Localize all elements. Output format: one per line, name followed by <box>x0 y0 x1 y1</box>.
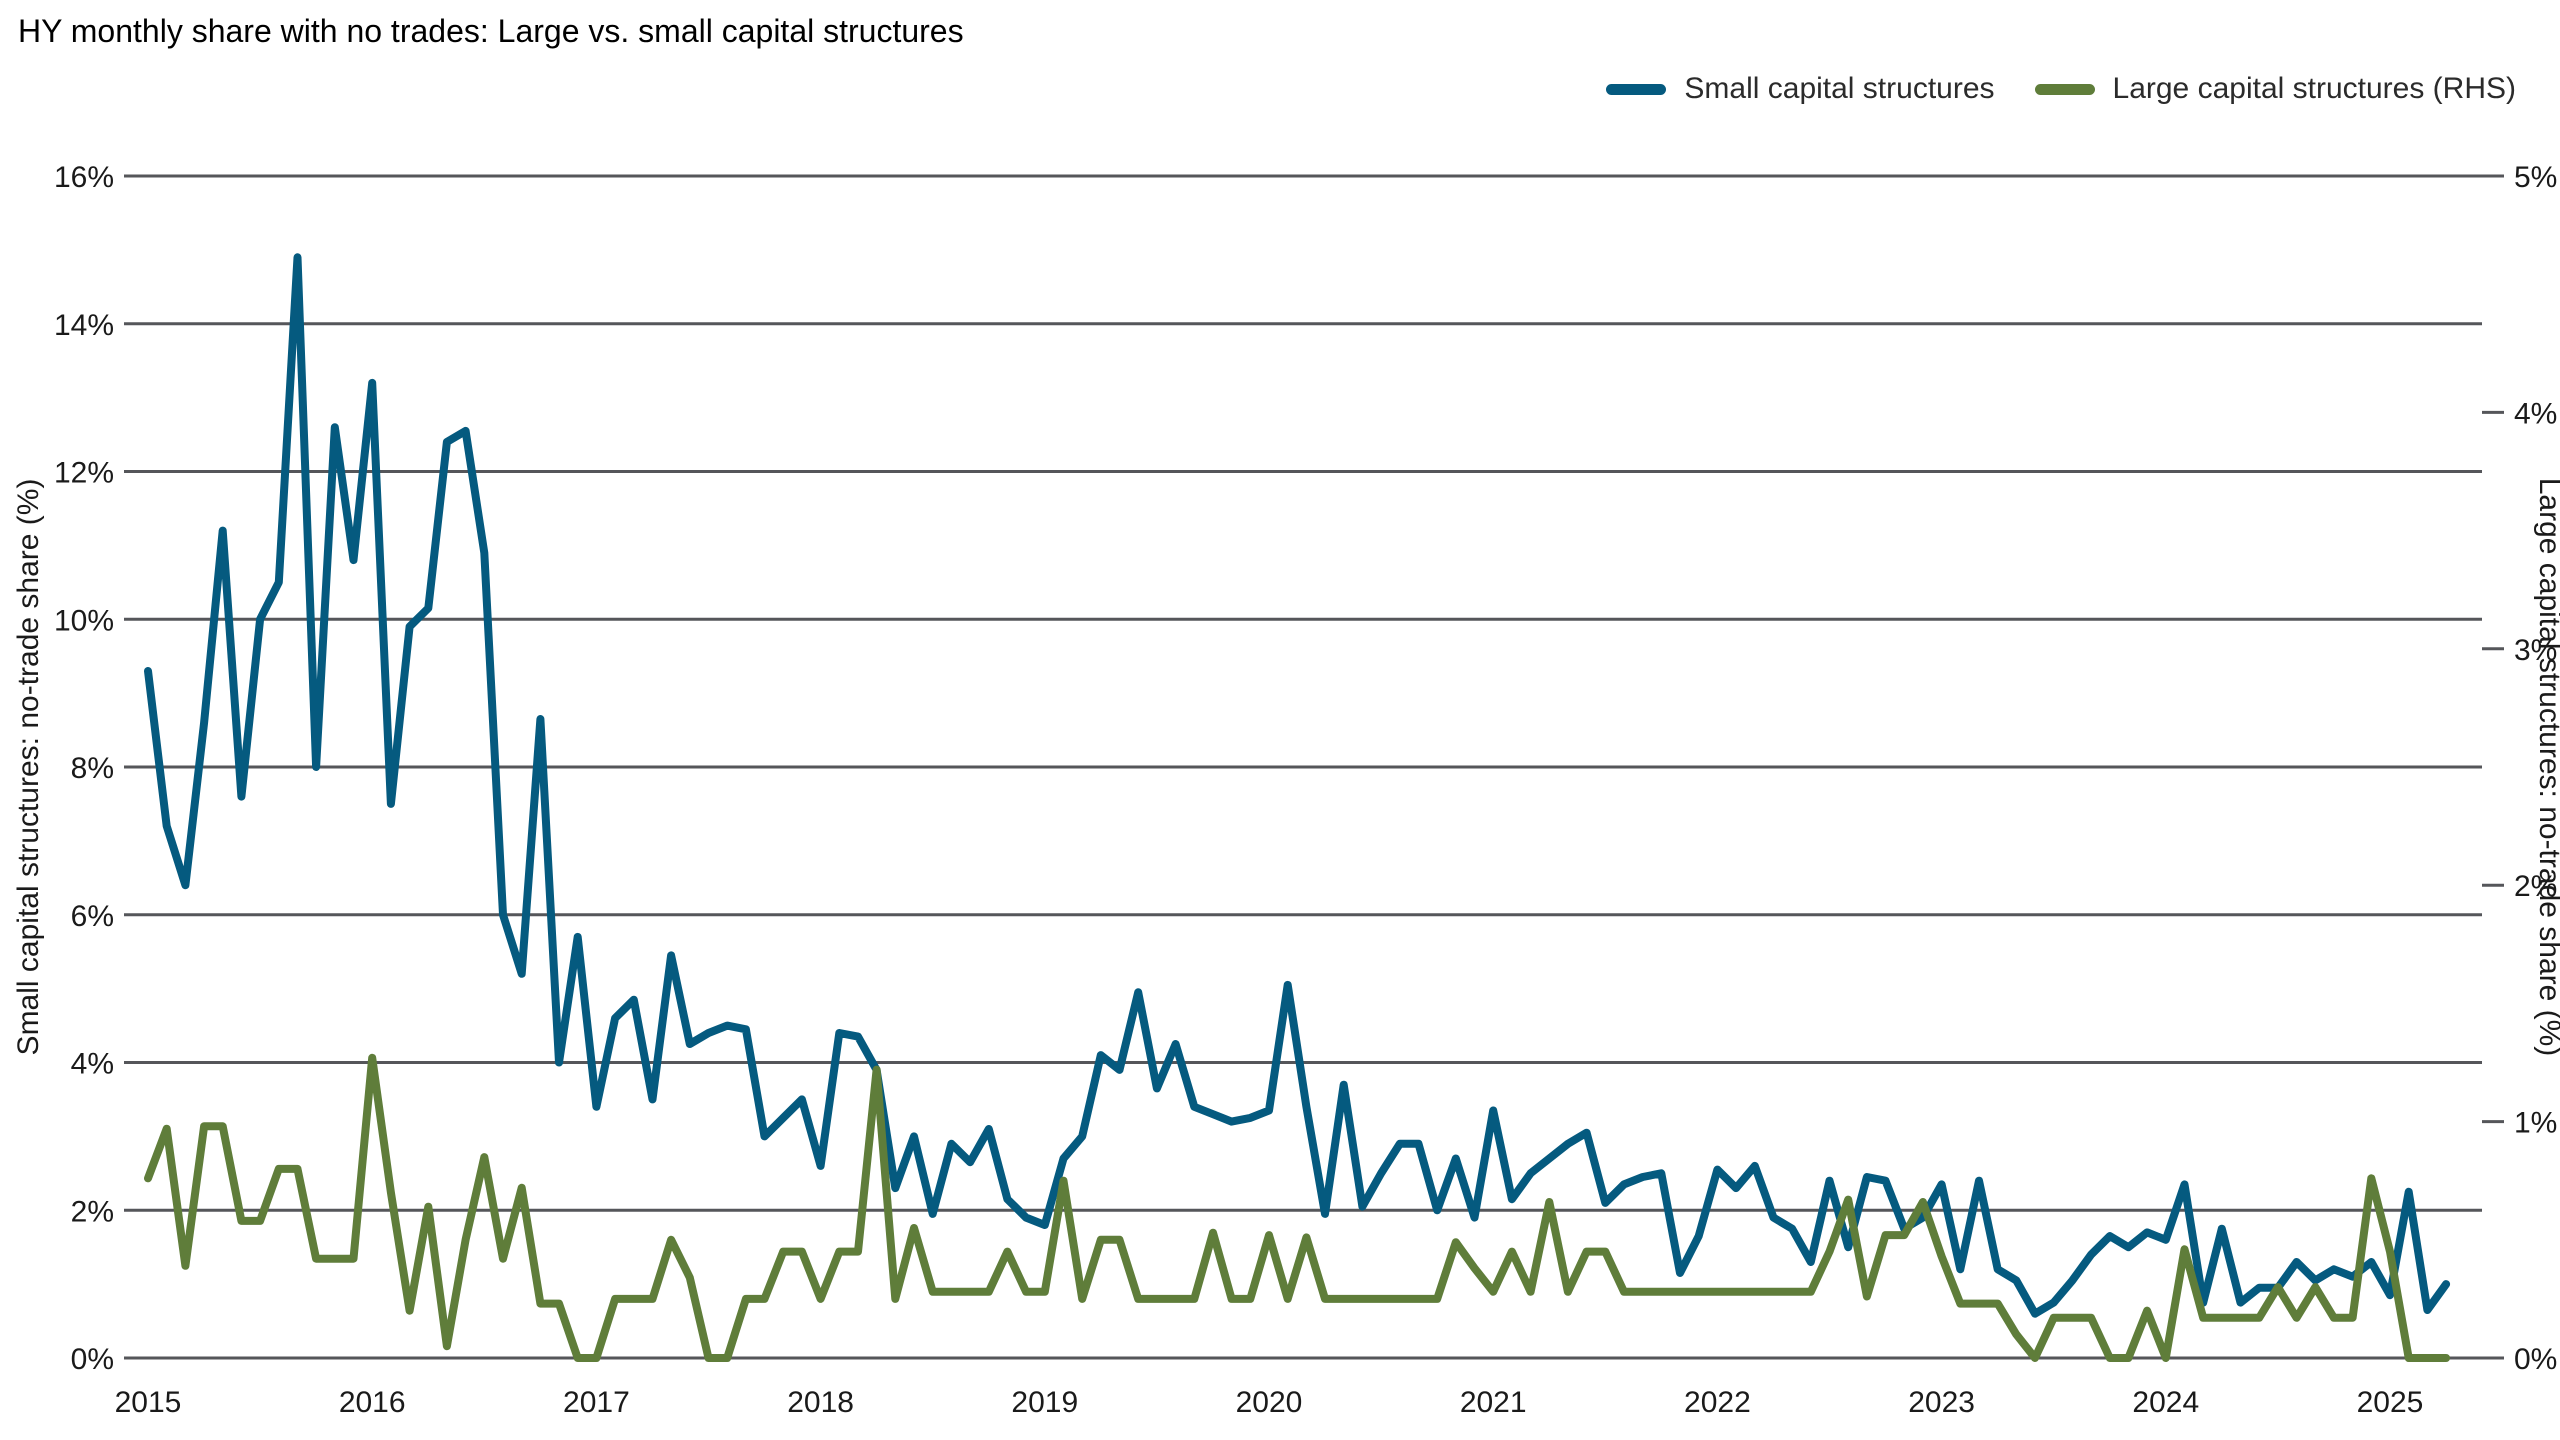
right-axis-tick-label: 1% <box>2514 1107 2557 1140</box>
x-axis-tick-label: 2023 <box>1908 1386 1975 1419</box>
x-axis-tick-label: 2020 <box>1236 1386 1303 1419</box>
series-lines <box>144 253 2451 1362</box>
left-axis-tick-label: 10% <box>54 604 114 637</box>
left-axis-tick-label: 14% <box>54 309 114 342</box>
right-axis-tick-label: 2% <box>2514 870 2557 903</box>
left-axis-title: Small capital structures: no-trade share… <box>12 479 45 1056</box>
legend: Small capital structures Large capital s… <box>1606 72 2516 106</box>
left-axis-tick-label: 8% <box>71 752 114 785</box>
x-axis-tick-label: 2021 <box>1460 1386 1527 1419</box>
left-axis-tick-label: 16% <box>54 161 114 194</box>
left-axis-tick-label: 2% <box>71 1195 114 1228</box>
x-axis-tick-label: 2016 <box>339 1386 406 1419</box>
left-axis-tick-label: 6% <box>71 900 114 933</box>
legend-swatch-large-caps-icon <box>2034 83 2095 95</box>
x-axis-tick-label: 2022 <box>1684 1386 1751 1419</box>
series-line-large-caps <box>144 1053 2451 1362</box>
x-axis-tick-label: 2015 <box>115 1386 182 1419</box>
axis-ticks <box>124 174 2504 1360</box>
axis-tick-labels: 0% 2% 4% 6% 8% 10% 12% 14% 16% 0% 1% 2% 3% 4% 5% 2015 20… <box>54 161 2557 1419</box>
legend-swatch-small-caps-icon <box>1606 83 1667 95</box>
left-axis-tick-label: 0% <box>71 1343 114 1376</box>
x-axis-tick-label: 2025 <box>2357 1386 2424 1419</box>
legend-label-large-caps: Large capital structures (RHS) <box>2112 72 2516 105</box>
chart-title: HY monthly share with no trades: Large v… <box>18 13 964 49</box>
legend-label-small-caps: Small capital structures <box>1684 72 1995 105</box>
x-axis-tick-label: 2024 <box>2132 1386 2199 1419</box>
left-axis-tick-label: 4% <box>71 1048 114 1081</box>
series-line-small-caps <box>144 253 2451 1318</box>
right-axis-tick-label: 5% <box>2514 161 2557 194</box>
right-axis-tick-label: 3% <box>2514 634 2557 667</box>
legend-item-large-caps: Large capital structures (RHS) <box>2034 72 2516 106</box>
legend-item-small-caps: Small capital structures <box>1606 72 1995 106</box>
right-axis-title: Large capital structures: no-trade share… <box>2533 478 2560 1057</box>
x-axis-tick-label: 2019 <box>1011 1386 1078 1419</box>
x-axis-tick-label: 2017 <box>563 1386 630 1419</box>
left-axis-tick-label: 12% <box>54 457 114 490</box>
right-axis-tick-label: 4% <box>2514 397 2557 430</box>
right-axis-tick-label: 0% <box>2514 1343 2557 1376</box>
x-axis-tick-label: 2018 <box>787 1386 854 1419</box>
